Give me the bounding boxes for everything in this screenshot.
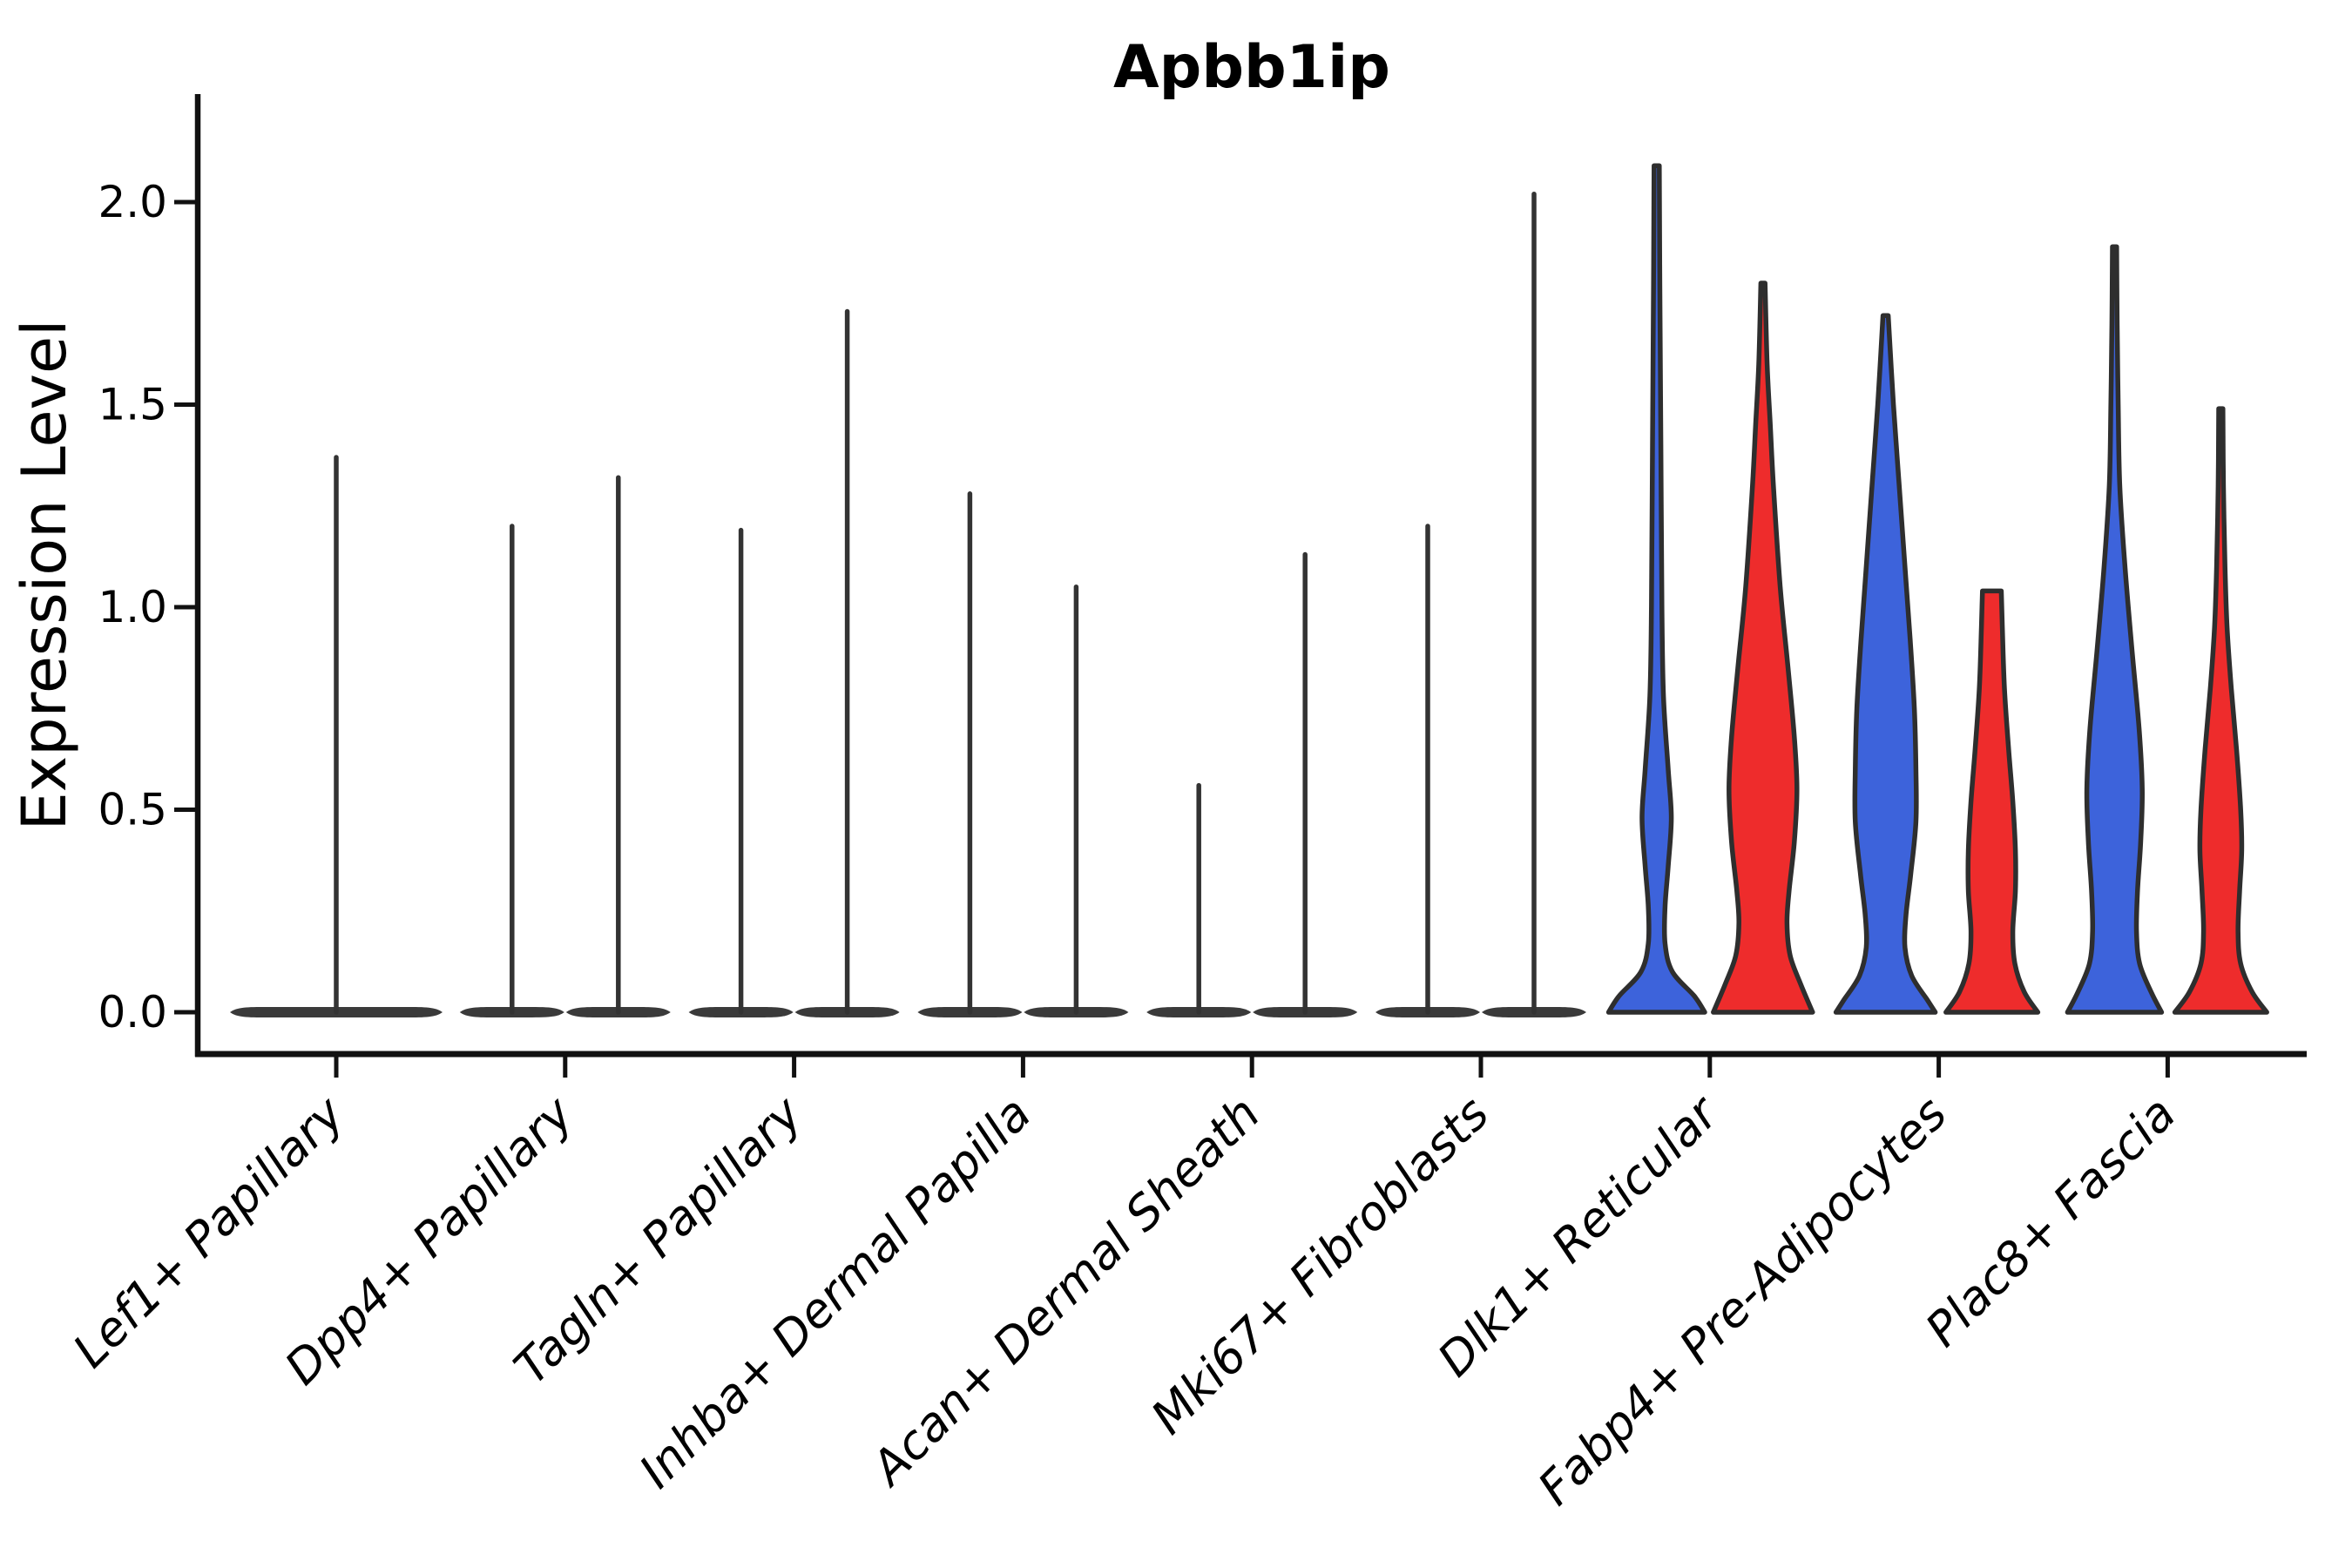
x-tick-label: Inhba+ Dermal Papilla [629,1086,1042,1499]
y-tick-label: 0.5 [98,785,167,835]
violin-dlk1-reticular-right [1711,280,1815,1015]
y-tick-label: 1.5 [98,380,167,430]
y-axis-ticks: 0.0 0.5 1.0 1.5 2.0 [98,177,198,1037]
y-axis-label: Expression Level [9,319,80,830]
violin-plac8-fascia-left [2065,244,2165,1015]
x-tick-label: Fabp4+ Pre-Adipocytes [1527,1086,1957,1516]
plot-title: Apbb1ip [1113,33,1390,102]
x-tick-label: Plac8+ Fascia [1915,1086,2186,1357]
y-tick-label: 1.0 [98,582,167,632]
violin-fabp4-pre-adipocytes-left [1833,313,1938,1015]
violin-fabp4-pre-adipocytes-right [1943,588,2041,1015]
y-tick-label: 2.0 [98,177,167,227]
y-tick-label: 0.0 [98,987,167,1037]
x-tick-label: Acan+ Dermal Sheath [859,1086,1270,1497]
violin-plac8-fascia-right [2172,406,2269,1015]
violin-dlk1-reticular-left [1605,163,1707,1015]
violin-shapes [230,163,2269,1017]
